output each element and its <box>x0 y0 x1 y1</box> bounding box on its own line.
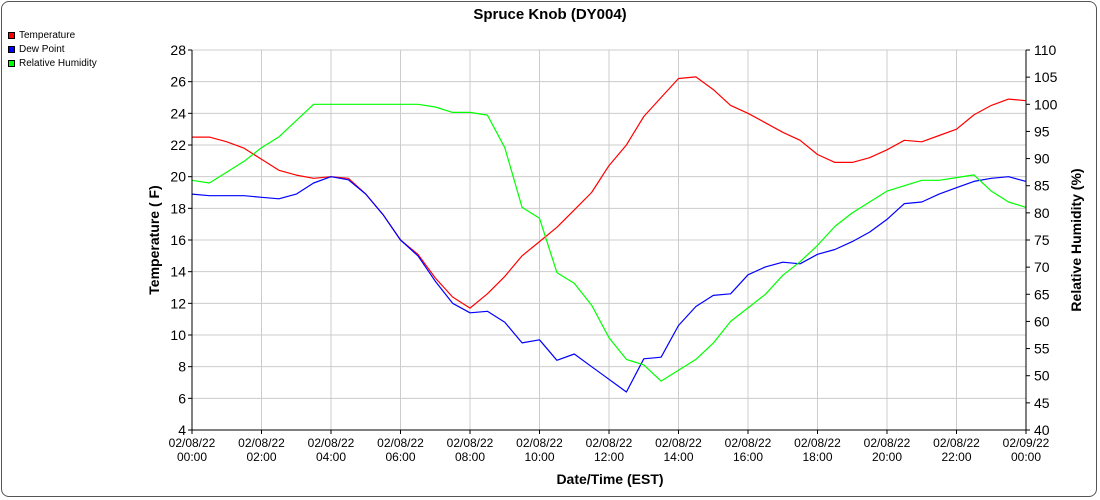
y-tick-label: 20 <box>170 169 186 185</box>
y-tick-label: 8 <box>178 359 186 375</box>
legend-label: Relative Humidity <box>19 57 97 69</box>
grid-lines <box>191 49 1027 431</box>
y2-tick-label: 70 <box>1034 259 1050 275</box>
y2-tick-label: 110 <box>1034 42 1057 58</box>
x-tick-label-time: 02:00 <box>246 450 276 464</box>
y2-tick-label: 100 <box>1034 96 1058 112</box>
x-tick-label-date: 02/08/22 <box>516 436 563 450</box>
legend-label: Dew Point <box>19 43 65 55</box>
legend-swatch <box>8 31 15 39</box>
y-tick-label: 18 <box>170 200 186 216</box>
y2-axis-title: Relative Humidity (%) <box>1068 168 1084 311</box>
chart-title: Spruce Knob (DY004) <box>473 6 626 23</box>
x-tick-label-time: 12:00 <box>594 450 624 464</box>
x-tick-label-date: 02/08/22 <box>655 436 702 450</box>
legend-swatch <box>8 59 15 67</box>
x-tick-label-date: 02/09/22 <box>1003 436 1050 450</box>
legend-item-temperature: Temperature <box>8 28 97 42</box>
x-tick-label-time: 10:00 <box>524 450 554 464</box>
y-tick-label: 22 <box>170 137 186 153</box>
x-tick-label-date: 02/08/22 <box>308 436 355 450</box>
legend-swatch <box>8 45 15 53</box>
y2-tick-label: 85 <box>1034 178 1050 194</box>
x-tick-label-time: 18:00 <box>802 450 832 464</box>
legend-item-dew-point: Dew Point <box>8 42 97 56</box>
y-tick-label: 12 <box>170 295 186 311</box>
chart-legend: Temperature Dew Point Relative Humidity <box>8 28 97 70</box>
x-tick-label-time: 20:00 <box>872 450 902 464</box>
y2-tick-label: 65 <box>1034 286 1050 302</box>
x-tick-label-date: 02/08/22 <box>169 436 216 450</box>
legend-label: Temperature <box>19 29 76 41</box>
x-tick-label-time: 14:00 <box>663 450 693 464</box>
x-tick-label-date: 02/08/22 <box>238 436 285 450</box>
x-tick-label-time: 06:00 <box>385 450 415 464</box>
y2-tick-label: 105 <box>1034 69 1058 85</box>
y-tick-label: 16 <box>170 232 186 248</box>
axes <box>188 49 1030 434</box>
y2-tick-label: 95 <box>1034 123 1050 139</box>
x-tick-label-time: 22:00 <box>941 450 971 464</box>
x-tick-label-time: 04:00 <box>316 450 346 464</box>
y2-tick-label: 80 <box>1034 205 1050 221</box>
x-tick-label-time: 08:00 <box>455 450 485 464</box>
y-tick-label: 24 <box>170 105 186 121</box>
x-tick-label-date: 02/08/22 <box>933 436 980 450</box>
tick-labels: 4 6 8 10 12 14 16 18 20 22 24 26 28 40 45 50 55 60 65 70 75 8… <box>169 42 1058 464</box>
x-tick-label-date: 02/08/22 <box>447 436 494 450</box>
x-tick-label-date: 02/08/22 <box>794 436 841 450</box>
y-tick-label: 14 <box>170 264 186 280</box>
y2-tick-label: 55 <box>1034 341 1050 357</box>
y2-tick-label: 45 <box>1034 395 1050 411</box>
x-axis-title: Date/Time (EST) <box>556 471 663 487</box>
x-tick-label-time: 00:00 <box>1011 450 1041 464</box>
series-line-dew-point <box>191 176 1027 393</box>
y-tick-label: 4 <box>178 422 186 438</box>
y2-tick-label: 75 <box>1034 232 1050 248</box>
x-tick-label-time: 16:00 <box>733 450 763 464</box>
x-tick-label-date: 02/08/22 <box>725 436 772 450</box>
y2-tick-label: 90 <box>1034 151 1050 167</box>
series-lines <box>191 76 1027 393</box>
y2-tick-label: 50 <box>1034 368 1050 384</box>
series-line-relative-humidity <box>191 103 1027 382</box>
y-tick-label: 10 <box>170 327 186 343</box>
y2-tick-label: 60 <box>1034 313 1050 329</box>
y-axis-title: Temperature ( F) <box>146 185 162 294</box>
y-tick-label: 28 <box>170 42 186 58</box>
x-tick-label-date: 02/08/22 <box>377 436 424 450</box>
x-tick-label-date: 02/08/22 <box>864 436 911 450</box>
legend-item-relative-humidity: Relative Humidity <box>8 56 97 70</box>
x-tick-label-time: 00:00 <box>177 450 207 464</box>
y-tick-label: 6 <box>178 390 186 406</box>
y2-tick-label: 40 <box>1034 422 1050 438</box>
y-tick-label: 26 <box>170 74 186 90</box>
x-tick-label-date: 02/08/22 <box>586 436 633 450</box>
